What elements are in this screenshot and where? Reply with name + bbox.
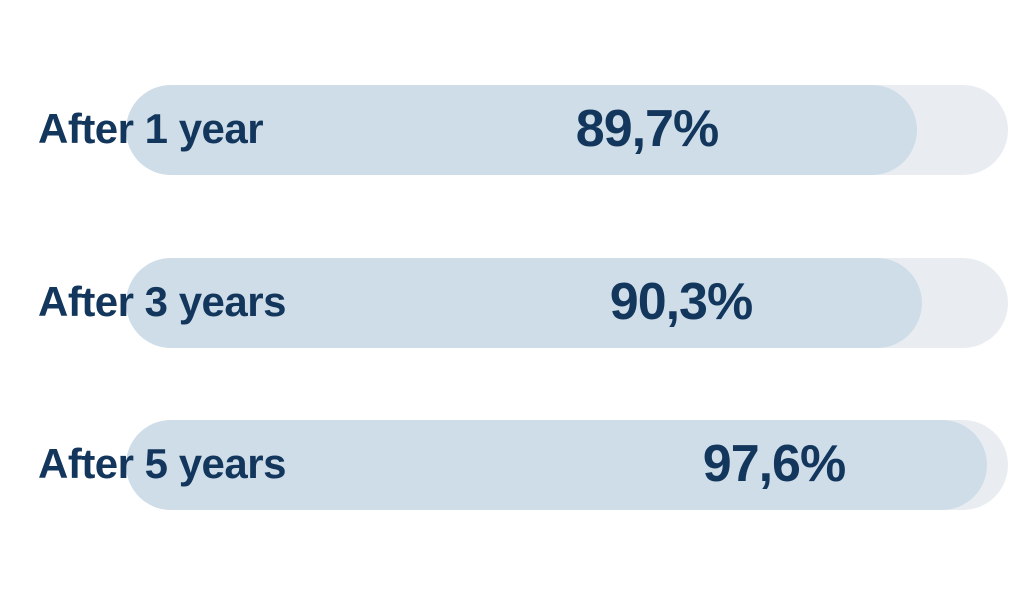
bar-category-label: After 1 year: [38, 105, 264, 152]
bar-row-after-1-year: 89,7% After 1 year: [0, 85, 1024, 175]
bar-row-after-3-years: 90,3% After 3 years: [0, 258, 1024, 348]
bar-fill: [126, 258, 923, 348]
bar-value-label: 90,3%: [609, 272, 753, 331]
bar-track: 97,6%: [126, 420, 1008, 510]
bar-fill: [126, 85, 918, 175]
bar-fill: [126, 420, 987, 510]
bar-category-label: After 3 years: [38, 278, 286, 325]
bar-track: 89,7%: [126, 85, 1008, 175]
bar-value-label: 97,6%: [702, 434, 846, 493]
bar-value-label: 89,7%: [575, 99, 719, 158]
bar-row-after-5-years: 97,6% After 5 years: [0, 420, 1024, 510]
bar-category-label: After 5 years: [38, 440, 286, 487]
bar-track: 90,3%: [126, 258, 1008, 348]
